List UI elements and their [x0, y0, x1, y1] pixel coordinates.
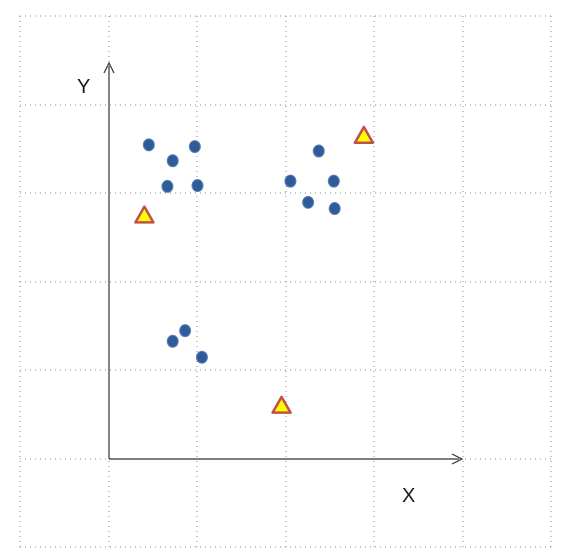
axes: X Y — [77, 61, 464, 507]
grid-lines — [19, 15, 552, 548]
data-point-circle — [142, 138, 155, 152]
x-axis-label: X — [402, 485, 415, 507]
x-axis-arrow — [451, 453, 464, 465]
data-point-circle — [302, 195, 315, 209]
data-point-triangle — [134, 205, 155, 224]
data-point-circle — [161, 179, 174, 193]
data-point-circle — [312, 144, 325, 158]
data-point-triangle — [353, 125, 375, 144]
data-point-circle — [166, 334, 179, 348]
data-point-circle — [188, 140, 201, 154]
y-axis-label: Y — [77, 76, 90, 98]
data-point-circle — [328, 202, 341, 216]
data-points — [134, 125, 375, 414]
data-point-triangle — [271, 395, 292, 414]
data-point-circle — [166, 154, 179, 168]
data-point-circle — [179, 324, 192, 338]
data-point-circle — [284, 174, 297, 188]
data-point-circle — [327, 174, 340, 188]
data-point-circle — [195, 350, 208, 364]
y-axis-arrow — [103, 61, 115, 74]
data-point-circle — [191, 179, 204, 193]
